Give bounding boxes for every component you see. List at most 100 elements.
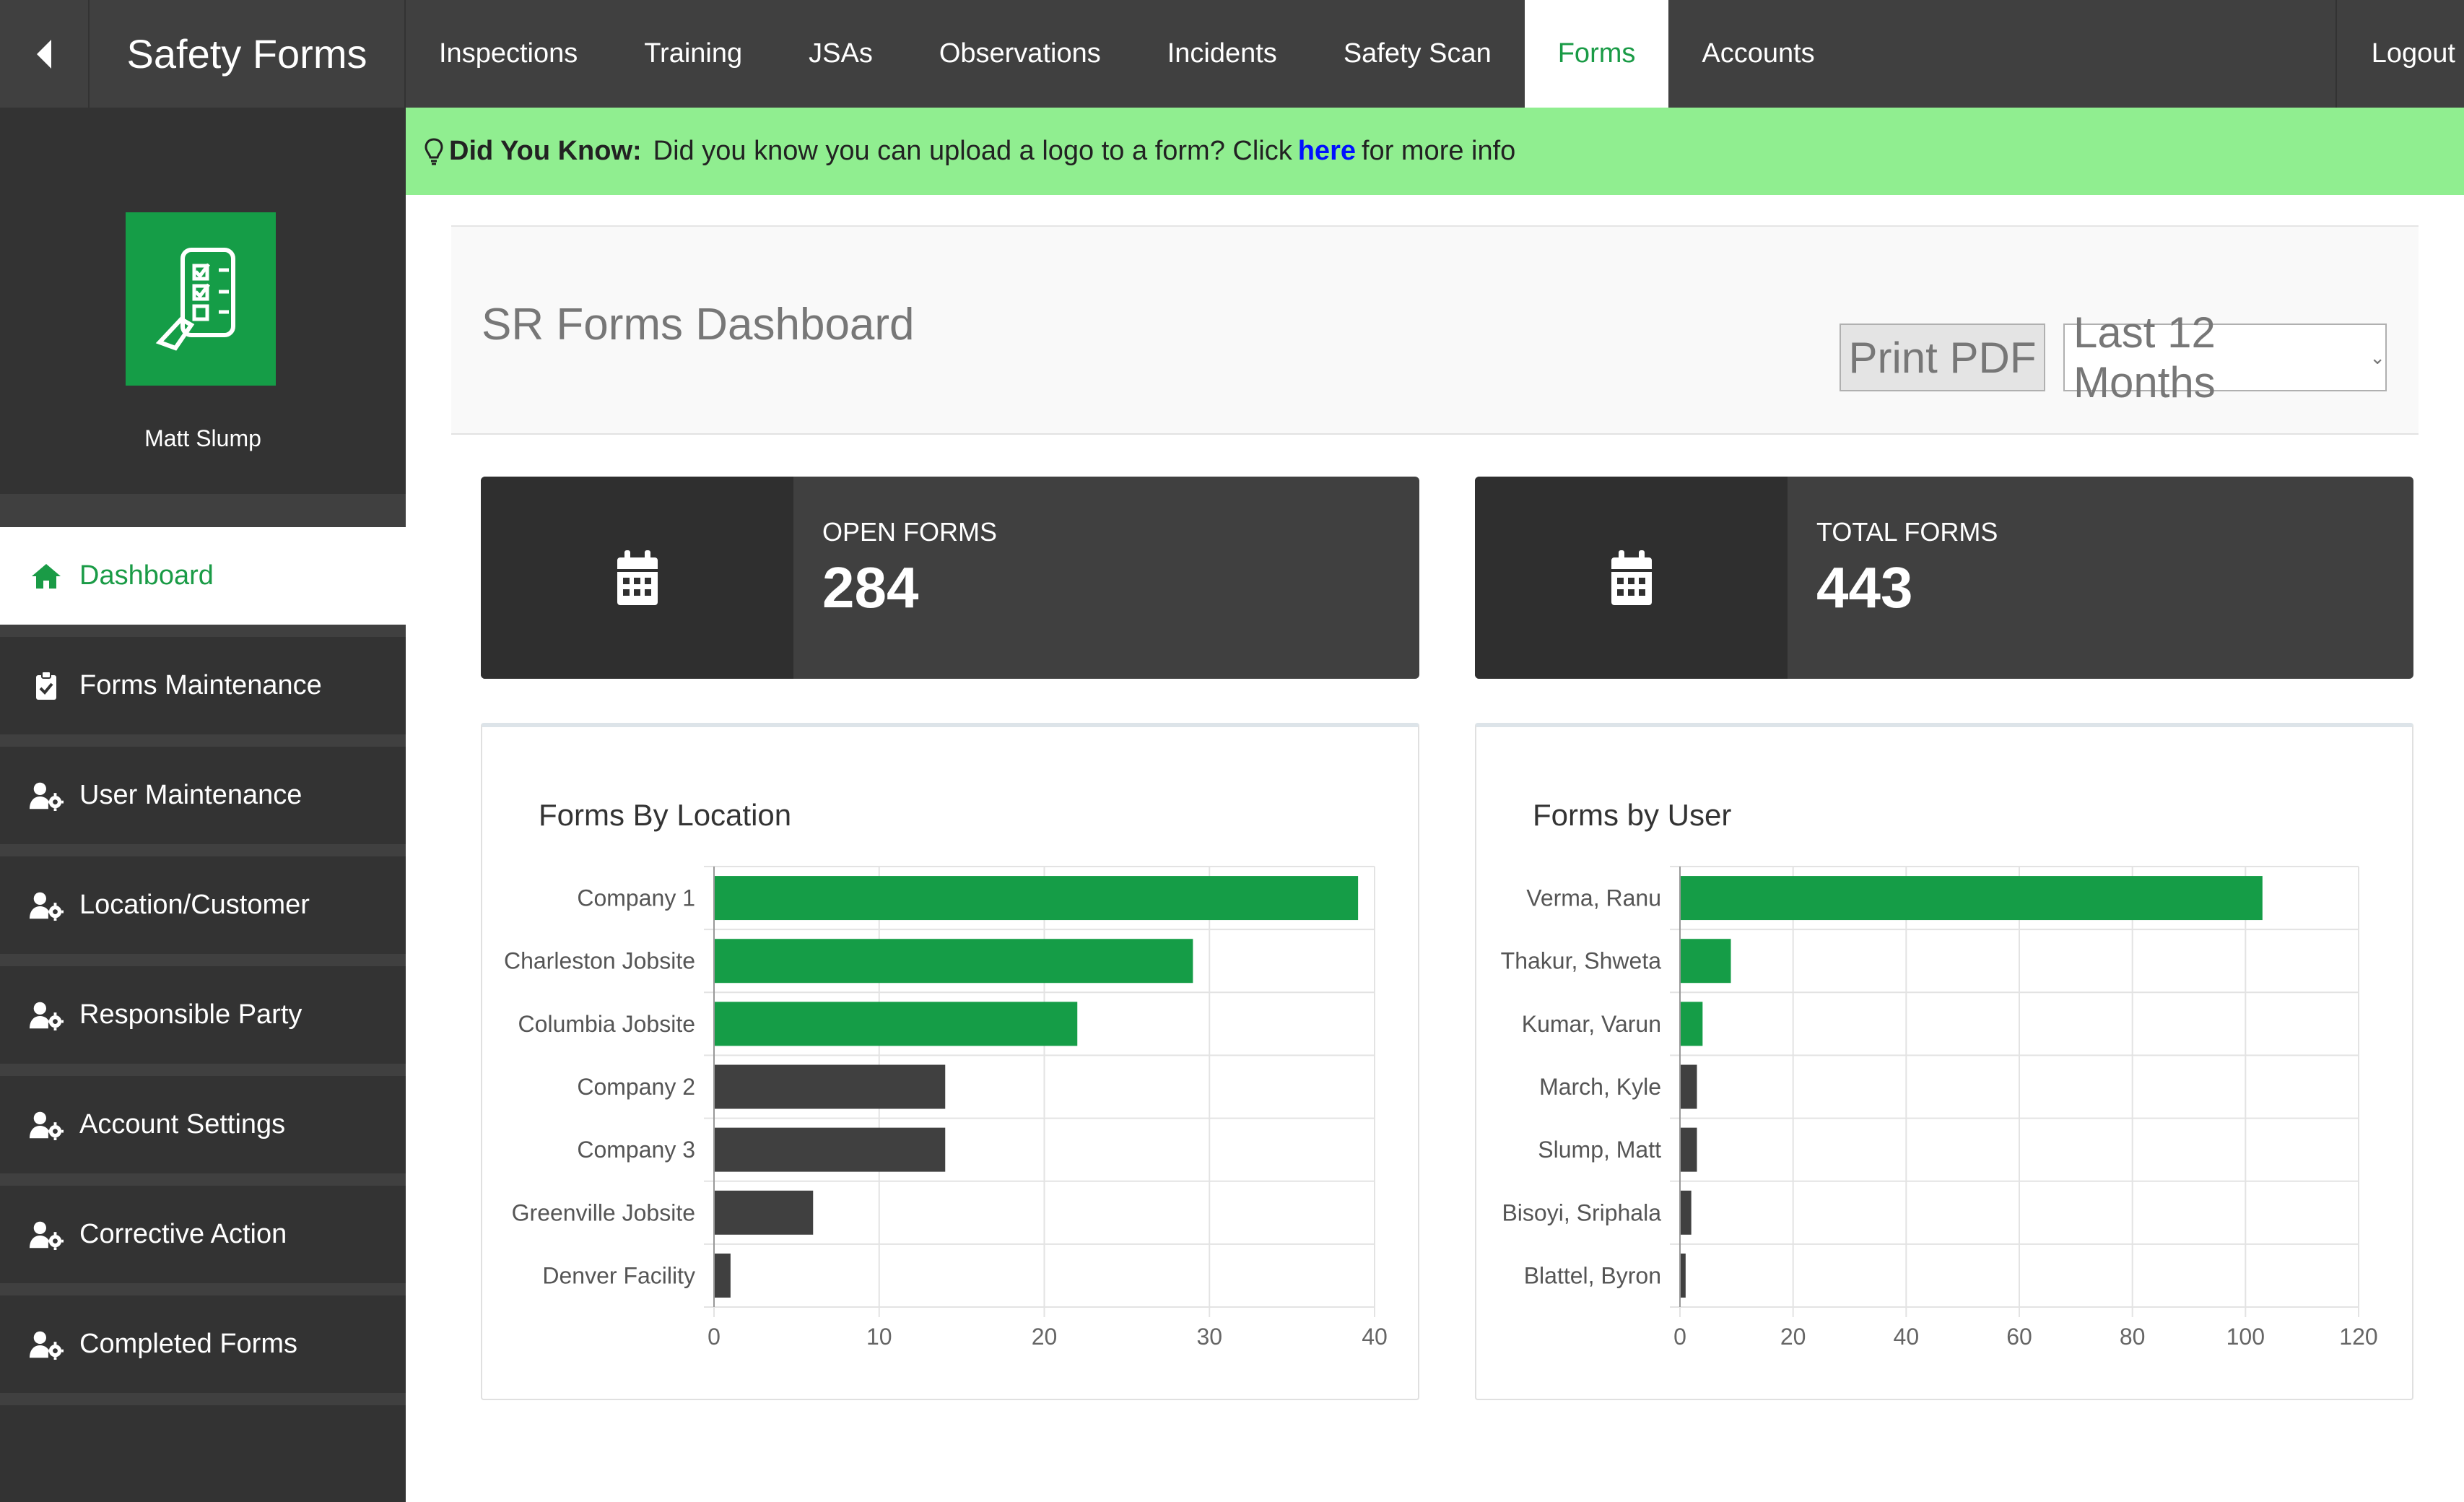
bar xyxy=(715,876,1359,921)
sidebar-item-label: Responsible Party xyxy=(79,999,302,1030)
bar xyxy=(1681,1002,1703,1046)
bar xyxy=(715,1253,731,1298)
calendar-icon-panel xyxy=(1475,477,1788,679)
page-title: SR Forms Dashboard xyxy=(482,300,915,350)
logout-link[interactable]: Logout xyxy=(2335,0,2464,108)
x-tick-label: 0 xyxy=(708,1324,721,1350)
open-forms-card: OPEN FORMS 284 xyxy=(481,477,1419,679)
x-tick-label: 10 xyxy=(866,1324,892,1350)
sidebar: Matt Slump Dashboard Forms Maintenance Use… xyxy=(0,108,406,1502)
bar xyxy=(1681,1190,1692,1235)
did-you-know-banner: Did You Know: Did you know you can uploa… xyxy=(406,108,2464,195)
open-forms-value: 284 xyxy=(822,555,919,620)
sidebar-item-label: Account Settings xyxy=(79,1109,286,1139)
sidebar-item-responsible-party[interactable]: Responsible Party xyxy=(0,966,406,1076)
y-category-label: Columbia Jobsite xyxy=(518,1011,695,1037)
chart-title: Forms By Location xyxy=(539,798,792,832)
y-category-label: Company 3 xyxy=(577,1137,695,1163)
y-category-label: Thakur, Shweta xyxy=(1501,948,1662,974)
sidebar-item-forms-maintenance[interactable]: Forms Maintenance xyxy=(0,637,406,747)
user-gear-icon xyxy=(29,888,64,923)
user-gear-icon xyxy=(29,998,64,1033)
sidebar-item-dashboard[interactable]: Dashboard xyxy=(0,527,406,637)
sidebar-item-label: Location/Customer xyxy=(79,890,310,920)
bar xyxy=(1681,1253,1686,1298)
bar xyxy=(1681,939,1731,984)
y-category-label: Kumar, Varun xyxy=(1522,1011,1661,1037)
banner-suffix: for more info xyxy=(1362,136,1516,166)
calendar-icon xyxy=(617,550,658,605)
bar xyxy=(715,1127,946,1172)
chart-title: Forms by User xyxy=(1533,798,1732,832)
sidebar-item-account-settings[interactable]: Account Settings xyxy=(0,1076,406,1186)
nav-incidents[interactable]: Incidents xyxy=(1167,38,1277,69)
bar xyxy=(715,939,1193,984)
sidebar-divider xyxy=(0,494,406,527)
bar xyxy=(1681,1127,1697,1172)
x-tick-label: 30 xyxy=(1196,1324,1222,1350)
x-tick-label: 60 xyxy=(2006,1324,2032,1350)
forms-by-location-chart: 0 10 20 30 40 Company 1 Charleston Jobsite Colu… xyxy=(504,866,1388,1350)
x-tick-label: 40 xyxy=(1894,1324,1920,1350)
brand-title[interactable]: Safety Forms xyxy=(90,0,406,108)
user-name: Matt Slump xyxy=(144,425,261,451)
profile-panel: Matt Slump xyxy=(0,108,406,494)
calendar-icon xyxy=(1611,550,1652,605)
date-range-select[interactable]: Last 12 Months ⌄ xyxy=(2063,308,2387,407)
y-category-label: Company 2 xyxy=(577,1074,695,1100)
forms-by-location-card: Forms By Location 0 10 20 30 40 Company 1 Char… xyxy=(481,723,1419,1400)
nav-observations[interactable]: Observations xyxy=(939,38,1101,69)
sidebar-item-corrective-action[interactable]: Corrective Action xyxy=(0,1186,406,1295)
user-gear-icon xyxy=(29,1217,64,1252)
x-tick-label: 20 xyxy=(1032,1324,1058,1350)
bar xyxy=(715,1002,1078,1046)
nav-inspections[interactable]: Inspections xyxy=(439,38,578,69)
phone-checklist-icon xyxy=(155,248,235,351)
nav-safety-scan[interactable]: Safety Scan xyxy=(1343,38,1492,69)
forms-by-user-card: Forms by User 0 20 40 60 80 100 120 Verma, Ranu… xyxy=(1475,723,2413,1400)
banner-text: Did you know you can upload a logo to a … xyxy=(653,136,1292,166)
y-category-label: Bisoyi, Sriphala xyxy=(1502,1199,1661,1225)
sidebar-item-label: Dashboard xyxy=(79,560,214,591)
y-category-label: Company 1 xyxy=(577,885,695,911)
sidebar-item-completed-forms[interactable]: Completed Forms xyxy=(0,1295,406,1405)
nav-jsas[interactable]: JSAs xyxy=(809,38,873,69)
sidebar-item-user-maintenance[interactable]: User Maintenance xyxy=(0,747,406,856)
x-tick-label: 20 xyxy=(1780,1324,1806,1350)
user-gear-icon xyxy=(29,1327,64,1362)
y-category-label: Greenville Jobsite xyxy=(512,1199,695,1225)
lightbulb-icon xyxy=(425,137,443,165)
sidebar-menu: Dashboard Forms Maintenance User Maintenan… xyxy=(0,527,406,1405)
sidebar-item-location-customer[interactable]: Location/Customer xyxy=(0,856,406,966)
home-icon xyxy=(29,559,64,594)
nav-accounts[interactable]: Accounts xyxy=(1702,38,1815,69)
chevron-down-icon: ⌄ xyxy=(2369,346,2385,368)
print-pdf-button[interactable]: Print PDF xyxy=(1840,324,2045,391)
nav-training[interactable]: Training xyxy=(644,38,743,69)
banner-here-link[interactable]: here xyxy=(1297,136,1356,166)
bar xyxy=(715,1064,946,1109)
total-forms-value: 443 xyxy=(1816,555,1913,620)
user-gear-icon xyxy=(29,1108,64,1142)
calendar-icon-panel xyxy=(481,477,793,679)
dashboard-header: SR Forms Dashboard Print PDF Last 12 Mon… xyxy=(451,225,2419,435)
sidebar-item-label: Corrective Action xyxy=(79,1219,287,1249)
back-button[interactable] xyxy=(0,0,90,108)
x-tick-label: 120 xyxy=(2339,1324,2377,1350)
bar xyxy=(715,1190,814,1235)
forms-by-user-chart: 0 20 40 60 80 100 120 Verma, Ranu Thakur, Shweta… xyxy=(1501,866,2378,1350)
top-navbar: Safety Forms Inspections Training JSAs Obse… xyxy=(0,0,2464,108)
main-nav: Inspections Training JSAs Observations Incid… xyxy=(406,0,1848,108)
nav-forms[interactable]: Forms xyxy=(1524,0,1669,108)
x-tick-label: 80 xyxy=(2120,1324,2146,1350)
date-range-value: Last 12 Months xyxy=(2073,308,2216,407)
bar xyxy=(1681,876,2263,921)
sidebar-item-label: User Maintenance xyxy=(79,780,302,810)
y-category-label: Slump, Matt xyxy=(1538,1137,1661,1163)
sidebar-item-label: Forms Maintenance xyxy=(79,670,322,700)
y-category-label: Blattel, Byron xyxy=(1524,1262,1661,1288)
x-tick-label: 100 xyxy=(2226,1324,2265,1350)
open-forms-label: OPEN FORMS xyxy=(822,517,998,547)
y-category-label: Verma, Ranu xyxy=(1526,885,1661,911)
sidebar-item-label: Completed Forms xyxy=(79,1329,297,1359)
